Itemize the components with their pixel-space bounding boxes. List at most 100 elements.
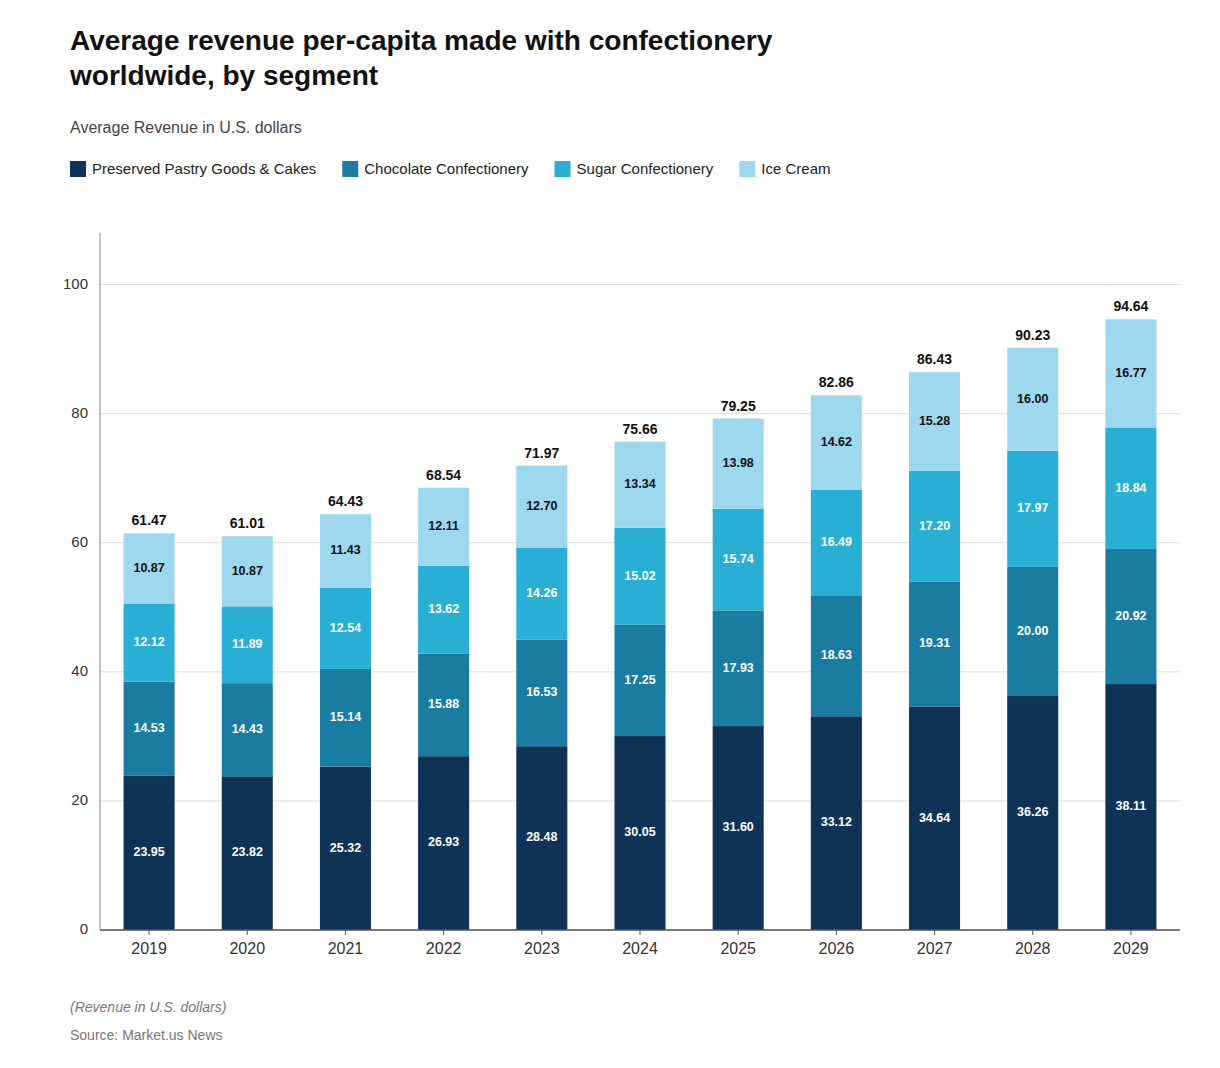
- bar-segment: [418, 566, 469, 654]
- bar-segment: [614, 625, 665, 736]
- y-axis: 020406080100: [63, 233, 100, 937]
- data-label: 16.00: [1017, 392, 1048, 406]
- data-label: 16.77: [1115, 366, 1146, 380]
- data-label: 15.02: [624, 569, 655, 583]
- bar-segment: [1105, 684, 1156, 930]
- legend-swatch: [555, 161, 571, 177]
- total-label: 82.86: [819, 374, 854, 390]
- bar-segment: [418, 488, 469, 566]
- legend-label: Chocolate Confectionery: [364, 160, 529, 177]
- bar-segment: [516, 746, 567, 930]
- x-tick-label: 2024: [622, 940, 658, 957]
- bar-segment: [1007, 567, 1058, 696]
- title-line: Average revenue per-capita made with con…: [70, 25, 773, 56]
- bar-segment: [1007, 696, 1058, 930]
- data-label: 36.26: [1017, 805, 1048, 819]
- x-tick-label: 2022: [426, 940, 462, 957]
- data-label: 18.63: [821, 648, 852, 662]
- data-label: 15.14: [330, 710, 361, 724]
- data-label: 19.31: [919, 636, 950, 650]
- bar-segment: [320, 588, 371, 669]
- bar-segment: [516, 466, 567, 548]
- bar-segment: [320, 514, 371, 588]
- data-label: 17.20: [919, 519, 950, 533]
- data-label: 28.48: [526, 830, 557, 844]
- total-label: 86.43: [917, 351, 952, 367]
- total-label: 61.47: [132, 512, 167, 528]
- bar-segment: [418, 756, 469, 930]
- grid-line: [100, 284, 1180, 285]
- y-tick-label: 0: [80, 920, 88, 937]
- x-tick: [1032, 930, 1033, 935]
- bar-segment: [124, 533, 175, 603]
- bar-segment: [516, 547, 567, 639]
- data-label: 12.54: [330, 621, 361, 635]
- x-tick: [640, 930, 641, 935]
- bar-segment: [124, 682, 175, 776]
- bar-segment: [811, 490, 862, 596]
- data-label: 15.28: [919, 414, 950, 428]
- x-tick: [247, 930, 248, 935]
- data-label: 16.49: [821, 535, 852, 549]
- data-label: 15.74: [723, 552, 754, 566]
- legend-swatch: [70, 161, 86, 177]
- y-tick-label: 20: [71, 791, 88, 808]
- data-label: 23.95: [133, 845, 164, 859]
- bar-segment: [909, 706, 960, 930]
- bar-segment: [713, 610, 764, 726]
- data-label: 20.00: [1017, 624, 1048, 638]
- title: Average revenue per-capita made with con…: [69, 25, 773, 91]
- x-tick: [738, 930, 739, 935]
- data-label: 25.32: [330, 841, 361, 855]
- x-tick: [1130, 930, 1131, 935]
- data-label: 10.87: [232, 564, 263, 578]
- x-tick: [836, 930, 837, 935]
- data-label: 12.11: [428, 519, 459, 533]
- legend: Preserved Pastry Goods & CakesChocolate …: [70, 160, 830, 177]
- bar-segment: [418, 654, 469, 756]
- subtitle: Average Revenue in U.S. dollars: [70, 119, 302, 136]
- legend-label: Ice Cream: [761, 160, 830, 177]
- data-label: 15.88: [428, 697, 459, 711]
- bars: [124, 319, 1157, 930]
- total-label: 64.43: [328, 493, 363, 509]
- bar-segment: [713, 419, 764, 509]
- data-label: 11.43: [330, 543, 361, 557]
- x-axis: 2019202020212022202320242025202620272028…: [100, 930, 1180, 957]
- y-tick-label: 40: [71, 662, 88, 679]
- data-label: 34.64: [919, 811, 950, 825]
- bar-segment: [124, 603, 175, 681]
- bar-segment: [1007, 451, 1058, 567]
- bar-segment: [222, 606, 273, 683]
- data-label: 17.25: [624, 673, 655, 687]
- data-label: 17.93: [723, 661, 754, 675]
- grid: [100, 285, 1180, 930]
- y-tick-label: 80: [71, 404, 88, 421]
- source: Source: Market.us News: [70, 1027, 223, 1043]
- data-label: 23.82: [232, 845, 263, 859]
- bar-segment: [320, 669, 371, 767]
- data-label: 12.12: [133, 635, 164, 649]
- y-tick-label: 100: [63, 275, 88, 292]
- bar-segment: [909, 372, 960, 471]
- total-label: 79.25: [721, 398, 756, 414]
- data-label: 33.12: [821, 815, 852, 829]
- x-tick-label: 2027: [917, 940, 953, 957]
- total-label: 68.54: [426, 467, 461, 483]
- x-tick-label: 2028: [1015, 940, 1051, 957]
- x-tick-label: 2026: [819, 940, 855, 957]
- bar-segment: [124, 775, 175, 930]
- data-label: 14.26: [526, 586, 557, 600]
- data-label: 10.87: [133, 561, 164, 575]
- data-label: 20.92: [1115, 609, 1146, 623]
- bar-segment: [222, 536, 273, 606]
- bar-segment: [320, 767, 371, 930]
- data-label: 31.60: [723, 820, 754, 834]
- data-label: 14.43: [232, 722, 263, 736]
- data-label: 12.70: [526, 499, 557, 513]
- bar-segment: [811, 395, 862, 489]
- x-tick-label: 2021: [328, 940, 364, 957]
- data-label: 11.89: [232, 637, 263, 651]
- total-label: 75.66: [622, 421, 657, 437]
- bar-segment: [713, 726, 764, 930]
